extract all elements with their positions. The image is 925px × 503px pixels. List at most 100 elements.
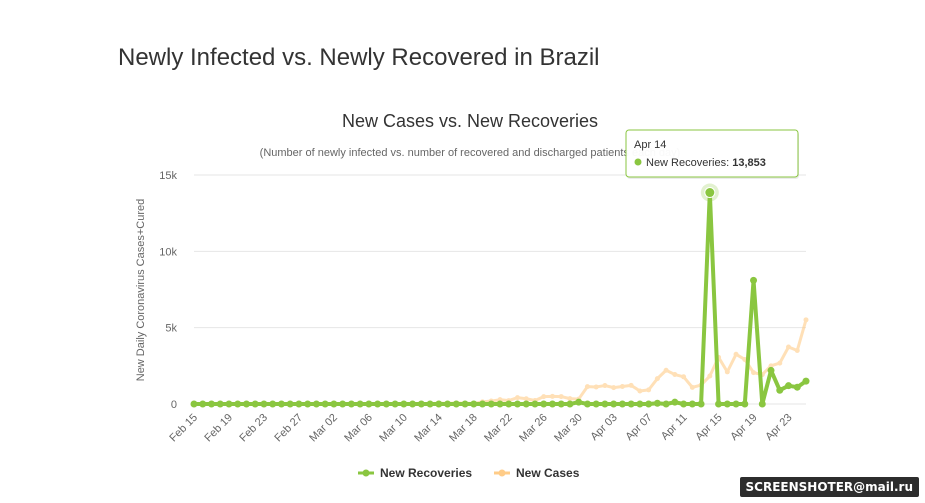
data-point[interactable] bbox=[732, 400, 740, 408]
data-point[interactable] bbox=[417, 400, 425, 408]
data-point[interactable] bbox=[242, 400, 250, 408]
data-point[interactable] bbox=[470, 400, 478, 408]
data-point[interactable] bbox=[374, 400, 382, 408]
data-point[interactable] bbox=[347, 400, 355, 408]
data-point[interactable] bbox=[286, 400, 294, 408]
data-point[interactable] bbox=[637, 388, 643, 394]
data-point[interactable] bbox=[426, 400, 434, 408]
data-point[interactable] bbox=[277, 400, 285, 408]
data-point[interactable] bbox=[541, 394, 547, 400]
data-point[interactable] bbox=[251, 400, 259, 408]
data-point[interactable] bbox=[444, 400, 452, 408]
data-point[interactable] bbox=[777, 360, 783, 366]
data-point[interactable] bbox=[751, 370, 757, 376]
data-point[interactable] bbox=[584, 384, 590, 390]
data-point[interactable] bbox=[295, 400, 303, 408]
data-point[interactable] bbox=[566, 400, 574, 408]
data-point[interactable] bbox=[452, 400, 460, 408]
data-point[interactable] bbox=[487, 400, 495, 408]
legend-item-new-recoveries[interactable]: New Recoveries bbox=[358, 466, 472, 480]
data-point[interactable] bbox=[681, 374, 687, 380]
data-point[interactable] bbox=[646, 387, 652, 393]
data-point[interactable] bbox=[724, 369, 730, 375]
data-point[interactable] bbox=[330, 400, 338, 408]
data-point[interactable] bbox=[645, 400, 653, 408]
data-point[interactable] bbox=[199, 400, 207, 408]
data-point[interactable] bbox=[540, 400, 548, 408]
data-point[interactable] bbox=[321, 400, 329, 408]
data-point[interactable] bbox=[382, 400, 390, 408]
data-point[interactable] bbox=[514, 395, 520, 401]
data-point[interactable] bbox=[741, 400, 749, 408]
data-point[interactable] bbox=[558, 394, 564, 400]
data-point[interactable] bbox=[567, 396, 573, 402]
data-point[interactable] bbox=[479, 400, 487, 408]
data-point[interactable] bbox=[435, 400, 443, 408]
data-point[interactable] bbox=[688, 400, 696, 408]
data-point[interactable] bbox=[260, 400, 268, 408]
data-point[interactable] bbox=[689, 384, 695, 390]
data-point[interactable] bbox=[653, 399, 661, 407]
data-point[interactable] bbox=[365, 400, 373, 408]
data-point[interactable] bbox=[611, 385, 617, 391]
data-point[interactable] bbox=[671, 398, 679, 406]
data-point[interactable] bbox=[610, 400, 618, 408]
data-point[interactable] bbox=[548, 400, 556, 408]
data-point[interactable] bbox=[312, 400, 320, 408]
data-point[interactable] bbox=[461, 400, 469, 408]
data-point[interactable] bbox=[663, 367, 669, 373]
data-point[interactable] bbox=[505, 400, 513, 408]
data-point[interactable] bbox=[356, 400, 364, 408]
data-point[interactable] bbox=[662, 400, 670, 408]
data-point[interactable] bbox=[627, 400, 635, 408]
data-point[interactable] bbox=[723, 400, 731, 408]
data-point[interactable] bbox=[785, 382, 793, 390]
data-point[interactable] bbox=[803, 317, 809, 323]
data-point[interactable] bbox=[618, 400, 626, 408]
data-point[interactable] bbox=[715, 400, 723, 408]
data-point[interactable] bbox=[758, 400, 766, 408]
data-point[interactable] bbox=[409, 400, 417, 408]
data-point[interactable] bbox=[619, 384, 625, 390]
data-point[interactable] bbox=[575, 398, 583, 406]
data-point[interactable] bbox=[522, 400, 530, 408]
data-point[interactable] bbox=[207, 400, 215, 408]
data-point[interactable] bbox=[593, 384, 599, 390]
data-point[interactable] bbox=[628, 382, 634, 388]
data-point[interactable] bbox=[707, 373, 713, 379]
data-point[interactable] bbox=[602, 383, 608, 389]
data-point[interactable] bbox=[768, 363, 774, 369]
data-point[interactable] bbox=[391, 400, 399, 408]
data-point[interactable] bbox=[601, 400, 609, 408]
data-point[interactable] bbox=[583, 400, 591, 408]
data-point[interactable] bbox=[733, 351, 739, 357]
data-point[interactable] bbox=[225, 400, 233, 408]
data-point[interactable] bbox=[304, 400, 312, 408]
data-point[interactable] bbox=[793, 383, 801, 391]
data-point[interactable] bbox=[697, 400, 705, 408]
data-point[interactable] bbox=[339, 400, 347, 408]
data-point[interactable] bbox=[786, 344, 792, 350]
data-point[interactable] bbox=[592, 400, 600, 408]
data-point[interactable] bbox=[513, 400, 521, 408]
data-point[interactable] bbox=[400, 400, 408, 408]
data-point[interactable] bbox=[216, 400, 224, 408]
data-point[interactable] bbox=[636, 400, 644, 408]
data-point[interactable] bbox=[269, 400, 277, 408]
data-point[interactable] bbox=[680, 400, 688, 408]
data-point[interactable] bbox=[234, 400, 242, 408]
data-point[interactable] bbox=[776, 386, 784, 394]
data-point[interactable] bbox=[531, 400, 539, 408]
data-point[interactable] bbox=[549, 393, 555, 399]
data-point[interactable] bbox=[496, 400, 504, 408]
data-point[interactable] bbox=[654, 376, 660, 382]
data-point[interactable] bbox=[794, 348, 800, 354]
data-point[interactable] bbox=[190, 400, 198, 408]
legend-item-new-cases[interactable]: New Cases bbox=[494, 466, 580, 480]
data-point[interactable] bbox=[557, 400, 565, 408]
data-point[interactable] bbox=[802, 377, 810, 385]
data-point[interactable] bbox=[767, 366, 775, 374]
data-point[interactable] bbox=[523, 396, 529, 402]
data-point[interactable] bbox=[750, 276, 758, 284]
data-point[interactable] bbox=[672, 372, 678, 378]
